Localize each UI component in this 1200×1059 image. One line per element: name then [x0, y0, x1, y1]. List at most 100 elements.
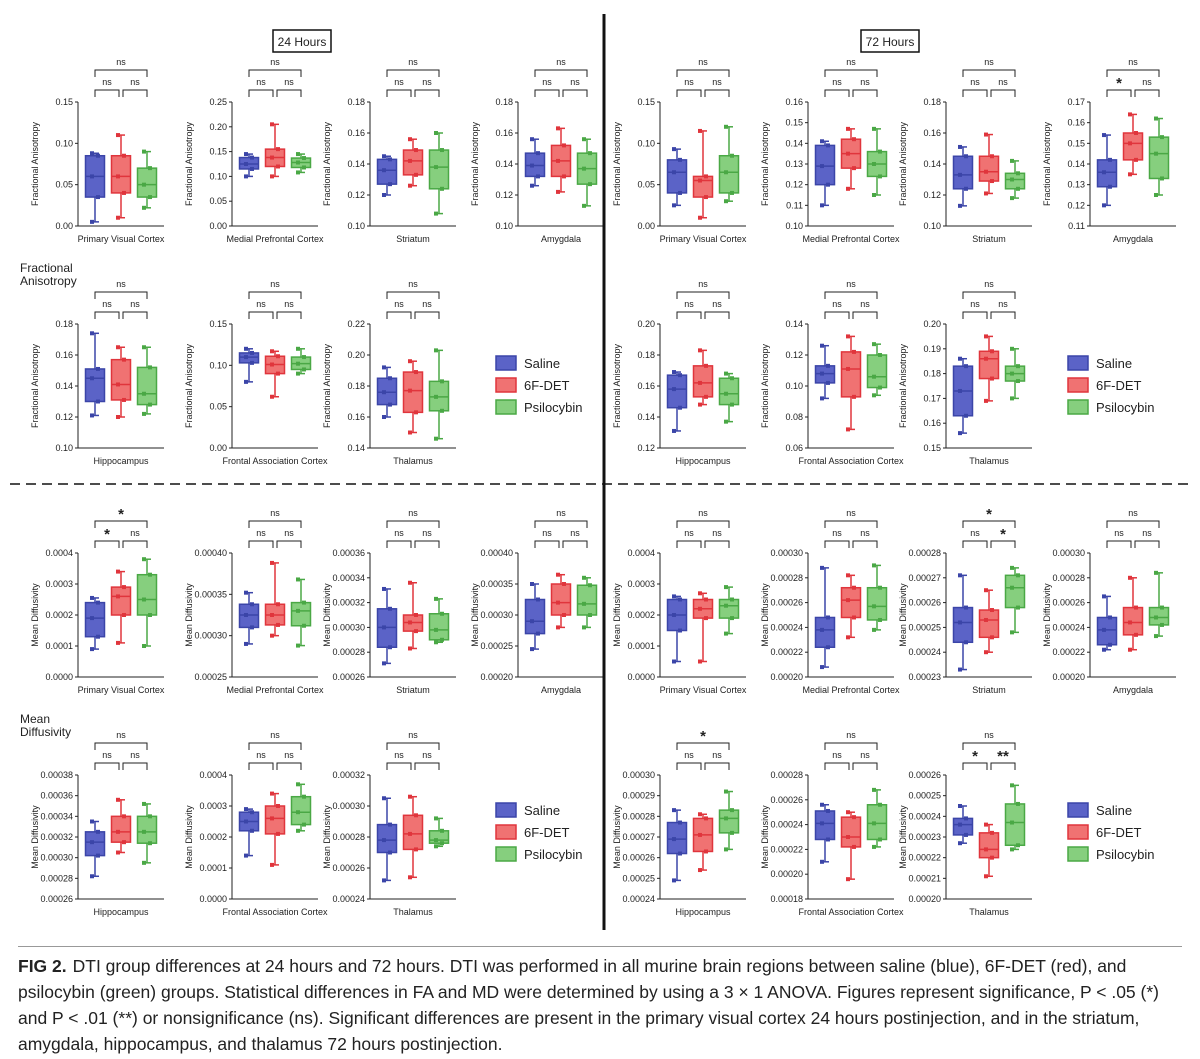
data-point [984, 617, 988, 622]
y-tick-label: 0.0003 [199, 801, 227, 811]
significance-label: * [118, 506, 124, 523]
y-tick-label: 0.00034 [332, 573, 365, 583]
significance-bracket: ns [414, 77, 440, 97]
y-tick-label: 0.14 [785, 319, 803, 329]
data-point [846, 186, 850, 191]
significance-bracket: ns [386, 508, 440, 528]
significance-label: * [104, 526, 110, 543]
box-iqr [576, 584, 598, 616]
box-6f-det [978, 334, 1000, 403]
bracket-line [962, 89, 988, 97]
y-tick-label: 0.0001 [627, 641, 655, 651]
region-label: Thalamus [969, 456, 1009, 466]
y-tick-label: 0.15 [55, 97, 73, 107]
box-psilocybin [136, 149, 158, 210]
significance-label: ns [684, 299, 694, 309]
legend-swatch [1067, 846, 1089, 862]
data-point [582, 137, 586, 142]
data-point [1108, 615, 1112, 620]
y-tick-label: 0.00035 [480, 579, 513, 589]
y-axis-label: Mean Diffusivity [322, 805, 332, 869]
significance-bracket: ns [824, 299, 850, 319]
data-point [672, 594, 676, 599]
significance-label: ns [394, 77, 404, 87]
data-point [296, 782, 300, 787]
y-tick-label: 0.10 [785, 381, 803, 391]
data-point [116, 382, 120, 387]
box-psilocybin [718, 585, 740, 636]
y-tick-label: 0.00030 [40, 853, 73, 863]
data-point [984, 356, 988, 361]
significance-bracket: ns [962, 528, 988, 548]
box-iqr [84, 368, 106, 403]
y-tick-label: 0.00030 [622, 770, 655, 780]
data-point [678, 373, 682, 378]
box-iqr [264, 805, 286, 835]
data-point [990, 376, 994, 381]
y-tick-label: 0.14 [347, 443, 365, 453]
box-iqr [238, 603, 260, 629]
data-point [244, 819, 248, 824]
box-6f-det [840, 334, 862, 432]
y-tick-label: 0.0002 [199, 832, 227, 842]
bracket-line [94, 742, 148, 750]
data-point [1102, 170, 1106, 175]
data-point [270, 362, 274, 367]
box-6f-det [110, 133, 132, 220]
data-point [440, 637, 444, 642]
data-point [826, 808, 830, 813]
y-axis-label: Fractional Anisotropy [470, 121, 480, 206]
legend-swatch [495, 802, 517, 818]
y-tick-label: 0.12 [1067, 200, 1085, 210]
box-psilocybin [428, 348, 450, 441]
significance-bracket: ns [676, 750, 702, 770]
data-point [730, 190, 734, 195]
region-label: Hippocampus [93, 907, 149, 917]
row-title-line: Diffusivity [20, 725, 71, 739]
significance-label: ns [860, 528, 870, 538]
data-point [270, 560, 274, 565]
data-point [698, 832, 702, 837]
box-psilocybin [428, 131, 450, 216]
legend-label: Psilocybin [1096, 400, 1155, 415]
box-psilocybin [1004, 158, 1026, 201]
y-tick-label: 0.00020 [1052, 672, 1085, 682]
box-iqr [1122, 606, 1144, 636]
data-point [250, 828, 254, 833]
data-point [852, 166, 856, 171]
significance-label: ns [1142, 77, 1152, 87]
box-6f-det [264, 122, 286, 179]
y-axis-label: Fractional Anisotropy [898, 343, 908, 428]
bracket-line [414, 311, 440, 319]
y-tick-label: 0.20 [637, 319, 655, 329]
bracket-line [386, 89, 412, 97]
data-point [872, 126, 876, 131]
data-point [122, 357, 126, 362]
box-psilocybin [1004, 783, 1026, 852]
chart-72h-fa-0: 0.00 0.05 0.10 0.15 Fractional Anisotropy Pri… [612, 57, 747, 244]
box-psilocybin [290, 577, 312, 648]
significance-label: ns [984, 730, 994, 740]
box-saline [952, 573, 974, 672]
bracket-line [94, 540, 120, 548]
data-point [276, 147, 280, 152]
y-tick-label: 0.00022 [1052, 647, 1085, 657]
significance-label: ns [860, 299, 870, 309]
significance-bracket: ns [704, 750, 730, 770]
data-point [142, 391, 146, 396]
y-tick-label: 0.16 [347, 128, 365, 138]
box-psilocybin [1148, 570, 1170, 639]
bracket-line [962, 69, 1016, 77]
legend: Saline 6F-DET Psilocybin [495, 802, 583, 862]
data-point [276, 831, 280, 836]
chart-72h-md-3: 0.00020 0.00022 0.00024 0.00026 0.00028 0.000… [1042, 508, 1176, 695]
box-6f-det [692, 591, 714, 664]
y-tick-label: 0.00018 [770, 894, 803, 904]
box-iqr [1096, 616, 1118, 646]
y-axis-label: Fractional Anisotropy [1042, 121, 1052, 206]
data-point [852, 815, 856, 820]
data-point [142, 801, 146, 806]
y-tick-label: 0.00024 [908, 811, 941, 821]
caption-lead: FIG 2. [18, 956, 67, 976]
data-point [244, 807, 248, 812]
